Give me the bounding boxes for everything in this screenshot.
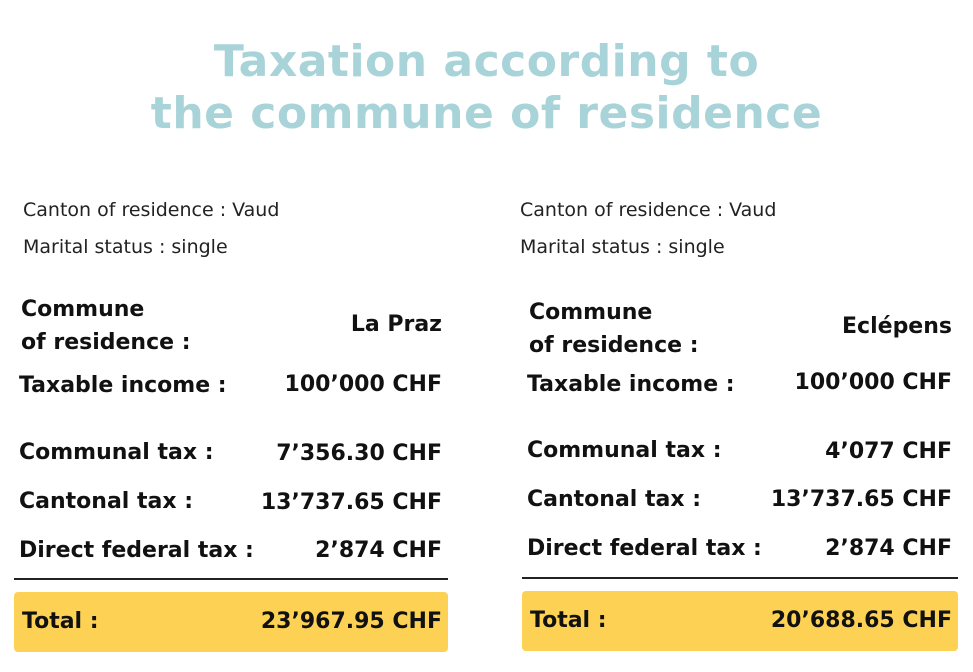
marital-status-text: Marital status : single (520, 236, 725, 258)
commune-value: Eclépens (842, 314, 952, 339)
taxable-income-value: 100’000 CHF (284, 372, 442, 397)
comparison-panel-la-praz: Canton of residence : Vaud Marital statu… (14, 0, 448, 672)
canton-text: Canton of residence : Vaud (520, 199, 777, 221)
total-highlight: Total : 23’967.95 CHF (14, 592, 448, 652)
communal-tax-value: 4’077 CHF (825, 439, 952, 464)
comparison-panel-eclepens: Canton of residence : Vaud Marital statu… (520, 0, 958, 672)
title-line-2: the commune of residence (150, 88, 823, 139)
taxable-income-value: 100’000 CHF (794, 370, 952, 395)
federal-tax-value: 2’874 CHF (825, 536, 952, 561)
page-title: Taxation according to the commune of res… (0, 36, 973, 140)
federal-tax-label: Direct federal tax : (19, 538, 254, 563)
federal-tax-label: Direct federal tax : (527, 536, 762, 561)
federal-tax-value: 2’874 CHF (315, 538, 442, 563)
commune-label-line-1: Commune (529, 300, 653, 325)
cantonal-tax-value: 13’737.65 CHF (770, 487, 952, 512)
title-line-1: Taxation according to (213, 36, 760, 87)
total-value: 23’967.95 CHF (260, 609, 442, 634)
communal-tax-label: Communal tax : (19, 440, 214, 465)
commune-label-line-1: Commune (21, 297, 145, 322)
taxable-income-label: Taxable income : (527, 372, 735, 397)
marital-status-text: Marital status : single (23, 236, 228, 258)
cantonal-tax-label: Cantonal tax : (527, 487, 702, 512)
total-divider (14, 578, 448, 580)
commune-label: Commune of residence : (529, 296, 699, 362)
taxable-income-label: Taxable income : (19, 373, 227, 398)
total-label: Total : (530, 608, 607, 633)
commune-label: Commune of residence : (21, 293, 191, 359)
cantonal-tax-label: Cantonal tax : (19, 489, 194, 514)
commune-value: La Praz (350, 312, 442, 337)
total-label: Total : (22, 609, 99, 634)
total-divider (522, 577, 958, 579)
commune-label-line-2: of residence : (21, 330, 191, 355)
communal-tax-value: 7’356.30 CHF (276, 441, 442, 466)
cantonal-tax-value: 13’737.65 CHF (260, 490, 442, 515)
communal-tax-label: Communal tax : (527, 438, 722, 463)
total-highlight: Total : 20’688.65 CHF (522, 591, 958, 651)
canton-text: Canton of residence : Vaud (23, 199, 280, 221)
commune-label-line-2: of residence : (529, 333, 699, 358)
total-value: 20’688.65 CHF (770, 608, 952, 633)
